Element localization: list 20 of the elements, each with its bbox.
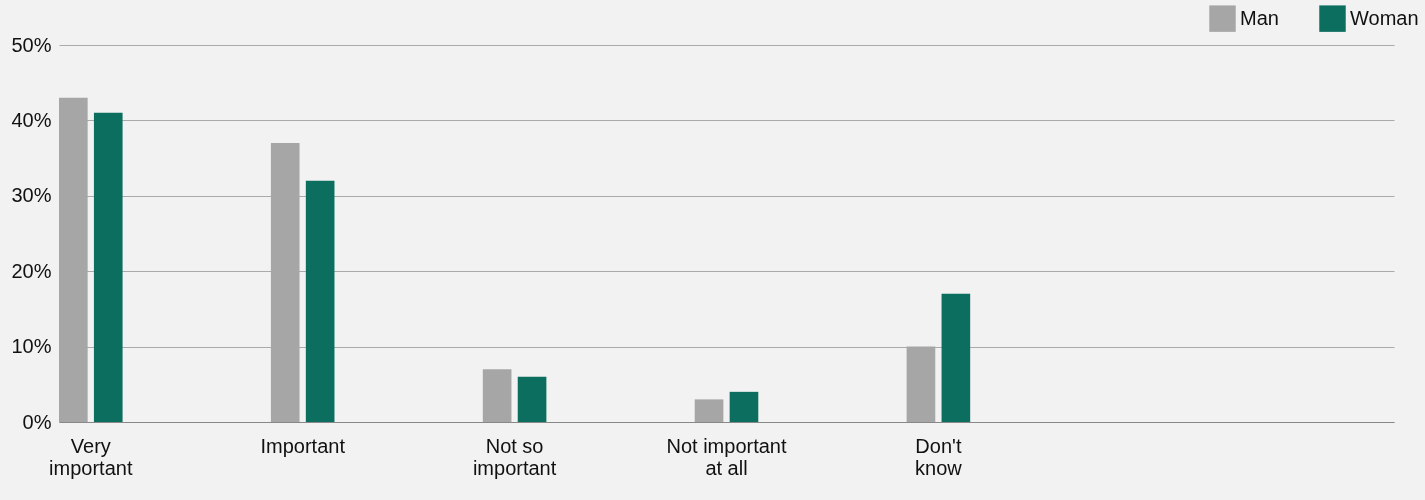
bar xyxy=(729,391,759,422)
y-tick-label: 30% xyxy=(11,184,52,207)
x-tick-label: Not important at all xyxy=(666,434,787,479)
y-tick-label: 40% xyxy=(11,108,52,131)
x-tick-label: Don't know xyxy=(915,434,963,479)
y-tick-label: 20% xyxy=(11,259,52,282)
bar xyxy=(305,180,335,422)
bar xyxy=(941,293,971,422)
x-tick-label: Very important xyxy=(49,434,133,479)
legend-label: Woman xyxy=(1350,6,1419,29)
x-tick-label: Important xyxy=(260,434,346,457)
legend-label: Man xyxy=(1240,6,1279,29)
y-tick-label: 50% xyxy=(11,33,52,56)
bar xyxy=(93,112,123,422)
x-tick-label: Not so important xyxy=(472,434,557,479)
y-tick-label: 10% xyxy=(11,335,52,358)
bar xyxy=(694,399,724,422)
bar xyxy=(482,369,512,422)
y-tick-label: 0% xyxy=(22,410,52,433)
bar xyxy=(517,376,547,422)
